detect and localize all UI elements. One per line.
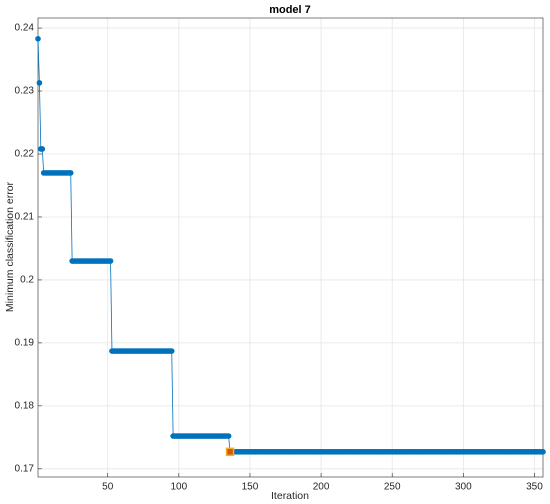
point (39, 146, 46, 152)
point (35, 35, 41, 42)
y-axis-label: Minimum classification error (4, 181, 16, 312)
y-tick-label: 0.22 (15, 149, 35, 160)
x-tick-label: 300 (455, 482, 472, 493)
point (540, 449, 546, 455)
x-tick-label: 250 (384, 482, 401, 493)
point (67, 170, 74, 176)
point (36, 80, 43, 86)
point (225, 433, 232, 439)
x-tick-label: 50 (102, 482, 114, 493)
x-axis-label: Iteration (271, 490, 309, 502)
point (168, 348, 175, 354)
y-tick-label: 0.23 (15, 86, 35, 97)
x-tick-label: 100 (170, 482, 187, 493)
y-tick-label: 0.19 (15, 338, 35, 349)
y-tick-label: 0.24 (15, 23, 35, 34)
y-tick-label: 0.17 (15, 463, 35, 474)
x-tick-label: 200 (313, 482, 330, 493)
y-tick-label: 0.21 (15, 212, 35, 223)
best-point (225, 447, 235, 457)
x-tick-label: 150 (242, 482, 259, 493)
y-tick-label: 0.2 (20, 275, 34, 286)
x-tick-label: 350 (526, 482, 543, 493)
plot-area (38, 18, 543, 477)
axes-box (37, 17, 544, 478)
chart-title: model 7 (269, 4, 311, 16)
point (107, 258, 114, 264)
y-tick-label: 0.18 (15, 400, 35, 411)
